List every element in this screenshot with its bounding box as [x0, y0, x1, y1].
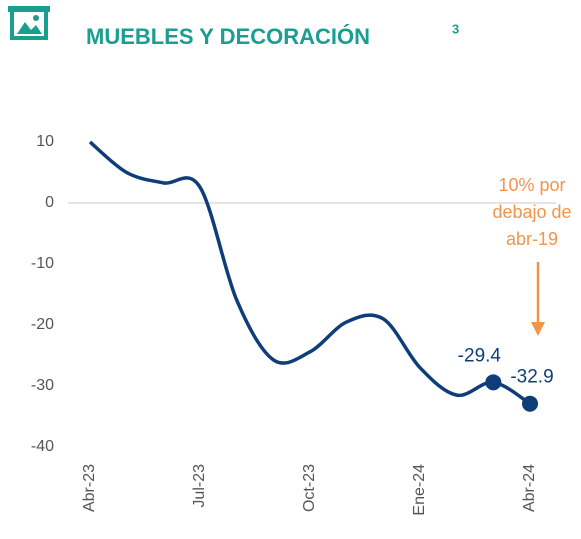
y-tick-label: 0 [45, 194, 54, 211]
y-tick-label: 10 [36, 133, 54, 150]
y-tick-label: -10 [31, 255, 54, 272]
data-label: -29.4 [458, 345, 502, 366]
y-tick-label: -20 [31, 316, 54, 333]
point-marker [485, 374, 502, 391]
title-icon [8, 6, 50, 40]
chart-title: MUEBLES Y DECORACIÓN [86, 24, 370, 49]
x-tick-label: Abr-24 [521, 464, 538, 512]
x-tick-label: Abr-23 [81, 464, 98, 512]
y-tick-label: -30 [31, 377, 54, 394]
title-note: 3 [452, 21, 459, 36]
annotation-arrowhead [531, 322, 545, 336]
annotation: debajo de [492, 202, 571, 222]
annotation: 10% por [498, 175, 565, 195]
series-line [88, 140, 531, 406]
data-label: -32.9 [510, 367, 553, 388]
x-tick-label: Oct-23 [301, 464, 318, 512]
annotation: abr-19 [506, 229, 558, 249]
x-tick-label: Jul-23 [191, 464, 208, 508]
y-tick-label: -40 [31, 438, 54, 455]
point-marker [522, 395, 538, 412]
x-tick-label: Ene-24 [411, 464, 428, 516]
